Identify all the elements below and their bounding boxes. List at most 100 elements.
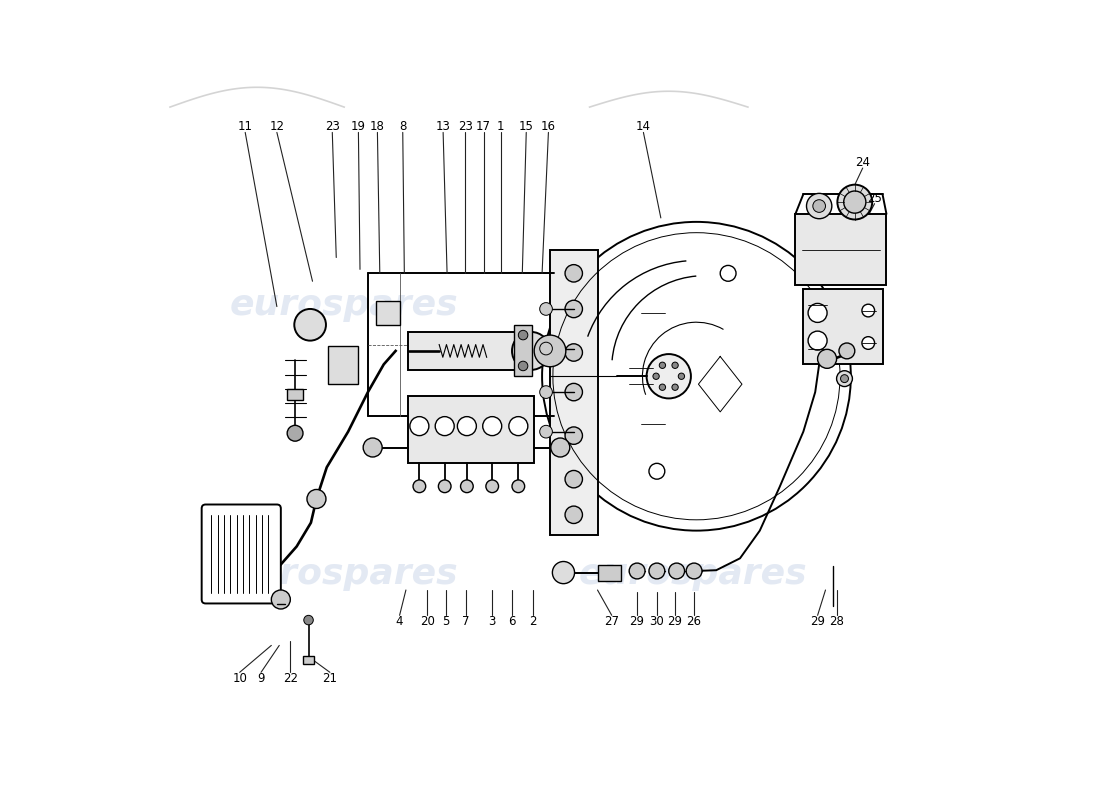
Circle shape [647, 354, 691, 398]
Circle shape [509, 417, 528, 436]
Circle shape [659, 362, 666, 369]
Circle shape [436, 417, 454, 436]
Text: 30: 30 [649, 615, 664, 628]
Circle shape [287, 426, 303, 441]
Circle shape [295, 309, 326, 341]
Circle shape [518, 362, 528, 370]
Circle shape [565, 265, 583, 282]
Circle shape [839, 343, 855, 359]
Text: 19: 19 [351, 120, 366, 134]
Circle shape [565, 470, 583, 488]
Text: eurospares: eurospares [579, 557, 806, 591]
Circle shape [862, 304, 874, 317]
Text: 17: 17 [476, 120, 491, 134]
Text: 25: 25 [867, 192, 882, 205]
Text: 9: 9 [257, 672, 265, 685]
Bar [328, 346, 359, 384]
Circle shape [512, 332, 550, 370]
Text: 2: 2 [529, 615, 537, 628]
Circle shape [458, 417, 476, 436]
Circle shape [551, 438, 570, 457]
FancyBboxPatch shape [201, 505, 280, 603]
Text: eurospares: eurospares [579, 288, 806, 322]
Circle shape [808, 331, 827, 350]
Circle shape [720, 266, 736, 282]
Circle shape [535, 335, 565, 366]
Circle shape [540, 386, 552, 398]
Text: 24: 24 [855, 156, 870, 169]
Circle shape [565, 344, 583, 362]
Circle shape [307, 490, 326, 509]
Bar [597, 565, 622, 581]
Text: 28: 28 [829, 615, 844, 628]
Bar [302, 656, 315, 664]
Bar [376, 301, 399, 325]
Text: 5: 5 [442, 615, 449, 628]
Text: 13: 13 [436, 120, 451, 134]
Circle shape [518, 330, 528, 340]
Text: eurospares: eurospares [230, 288, 459, 322]
Circle shape [540, 426, 552, 438]
Circle shape [483, 417, 502, 436]
Circle shape [304, 615, 313, 625]
Text: 23: 23 [324, 120, 340, 134]
Text: 20: 20 [420, 615, 434, 628]
Text: 16: 16 [541, 120, 556, 134]
Circle shape [540, 342, 552, 355]
Text: 15: 15 [519, 120, 534, 134]
Text: 6: 6 [508, 615, 516, 628]
Circle shape [808, 303, 827, 322]
Text: 29: 29 [629, 615, 645, 628]
Text: 7: 7 [462, 615, 470, 628]
Circle shape [862, 337, 874, 350]
Text: 23: 23 [458, 120, 473, 134]
Circle shape [512, 480, 525, 493]
Circle shape [565, 383, 583, 401]
Circle shape [412, 480, 426, 493]
Circle shape [817, 350, 837, 368]
Circle shape [813, 200, 825, 212]
Bar [803, 289, 882, 364]
Circle shape [837, 370, 852, 386]
Circle shape [272, 590, 290, 609]
Circle shape [806, 194, 832, 218]
Circle shape [649, 463, 664, 479]
Circle shape [672, 362, 679, 369]
Text: eurospares: eurospares [230, 557, 459, 591]
Text: 12: 12 [270, 120, 285, 134]
Text: 29: 29 [810, 615, 825, 628]
Text: 10: 10 [232, 672, 248, 685]
Text: 8: 8 [399, 120, 406, 134]
Circle shape [486, 480, 498, 493]
Circle shape [672, 384, 679, 390]
Bar [407, 332, 530, 370]
Circle shape [653, 373, 659, 379]
Bar [407, 396, 535, 463]
Circle shape [439, 480, 451, 493]
Text: 3: 3 [488, 615, 496, 628]
Circle shape [669, 563, 684, 579]
Text: 1: 1 [497, 120, 505, 134]
Text: 18: 18 [370, 120, 385, 134]
Text: 22: 22 [283, 672, 298, 685]
Text: 11: 11 [238, 120, 253, 134]
Text: 4: 4 [396, 615, 404, 628]
Text: 26: 26 [686, 615, 702, 628]
Circle shape [461, 480, 473, 493]
Circle shape [363, 438, 382, 457]
Bar [550, 250, 597, 534]
Text: 27: 27 [604, 615, 619, 628]
Bar [795, 214, 887, 286]
Text: 14: 14 [636, 120, 651, 134]
Circle shape [840, 374, 848, 382]
Circle shape [629, 563, 645, 579]
Circle shape [649, 563, 664, 579]
Circle shape [552, 562, 574, 584]
Bar [287, 389, 303, 400]
Circle shape [565, 300, 583, 318]
Circle shape [410, 417, 429, 436]
Circle shape [540, 302, 552, 315]
Text: 29: 29 [668, 615, 683, 628]
Circle shape [542, 222, 850, 530]
Circle shape [679, 373, 684, 379]
